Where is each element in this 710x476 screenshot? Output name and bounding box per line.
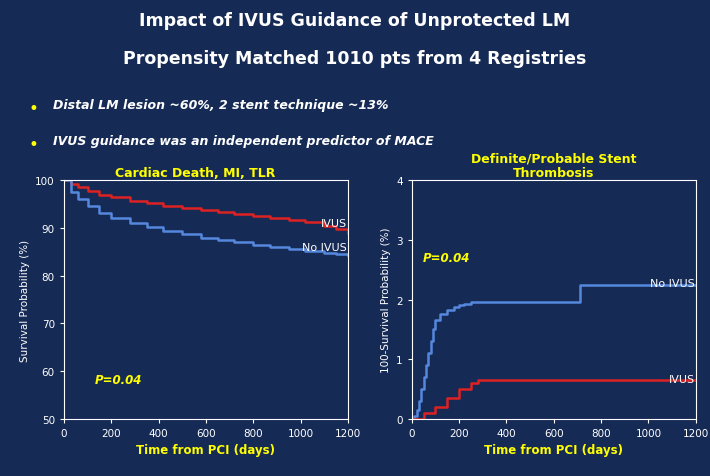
Text: No IVUS: No IVUS (302, 243, 346, 252)
Text: •: • (28, 100, 38, 118)
X-axis label: Time from PCI (days): Time from PCI (days) (136, 444, 275, 456)
Text: Propensity Matched 1010 pts from 4 Registries: Propensity Matched 1010 pts from 4 Regis… (124, 50, 586, 68)
X-axis label: Time from PCI (days): Time from PCI (days) (484, 444, 623, 456)
Text: P=0.04: P=0.04 (94, 373, 142, 386)
Text: No IVUS: No IVUS (650, 279, 694, 289)
Text: Impact of IVUS Guidance of Unprotected LM: Impact of IVUS Guidance of Unprotected L… (139, 12, 571, 30)
Text: IVUS: IVUS (321, 219, 346, 228)
Title: Definite/Probable Stent
Thrombosis: Definite/Probable Stent Thrombosis (471, 152, 637, 180)
Text: •: • (28, 136, 38, 154)
Text: IVUS guidance was an independent predictor of MACE: IVUS guidance was an independent predict… (53, 134, 434, 147)
Y-axis label: Survival Probability (%): Survival Probability (%) (20, 239, 30, 361)
Text: P=0.04: P=0.04 (422, 251, 470, 264)
Y-axis label: 100-Survival Probability (%): 100-Survival Probability (%) (381, 227, 390, 373)
Text: Cardiac Death, MI, TLR: Cardiac Death, MI, TLR (115, 167, 275, 180)
Text: IVUS: IVUS (669, 375, 694, 385)
Text: Distal LM lesion ~60%, 2 stent technique ~13%: Distal LM lesion ~60%, 2 stent technique… (53, 99, 389, 111)
